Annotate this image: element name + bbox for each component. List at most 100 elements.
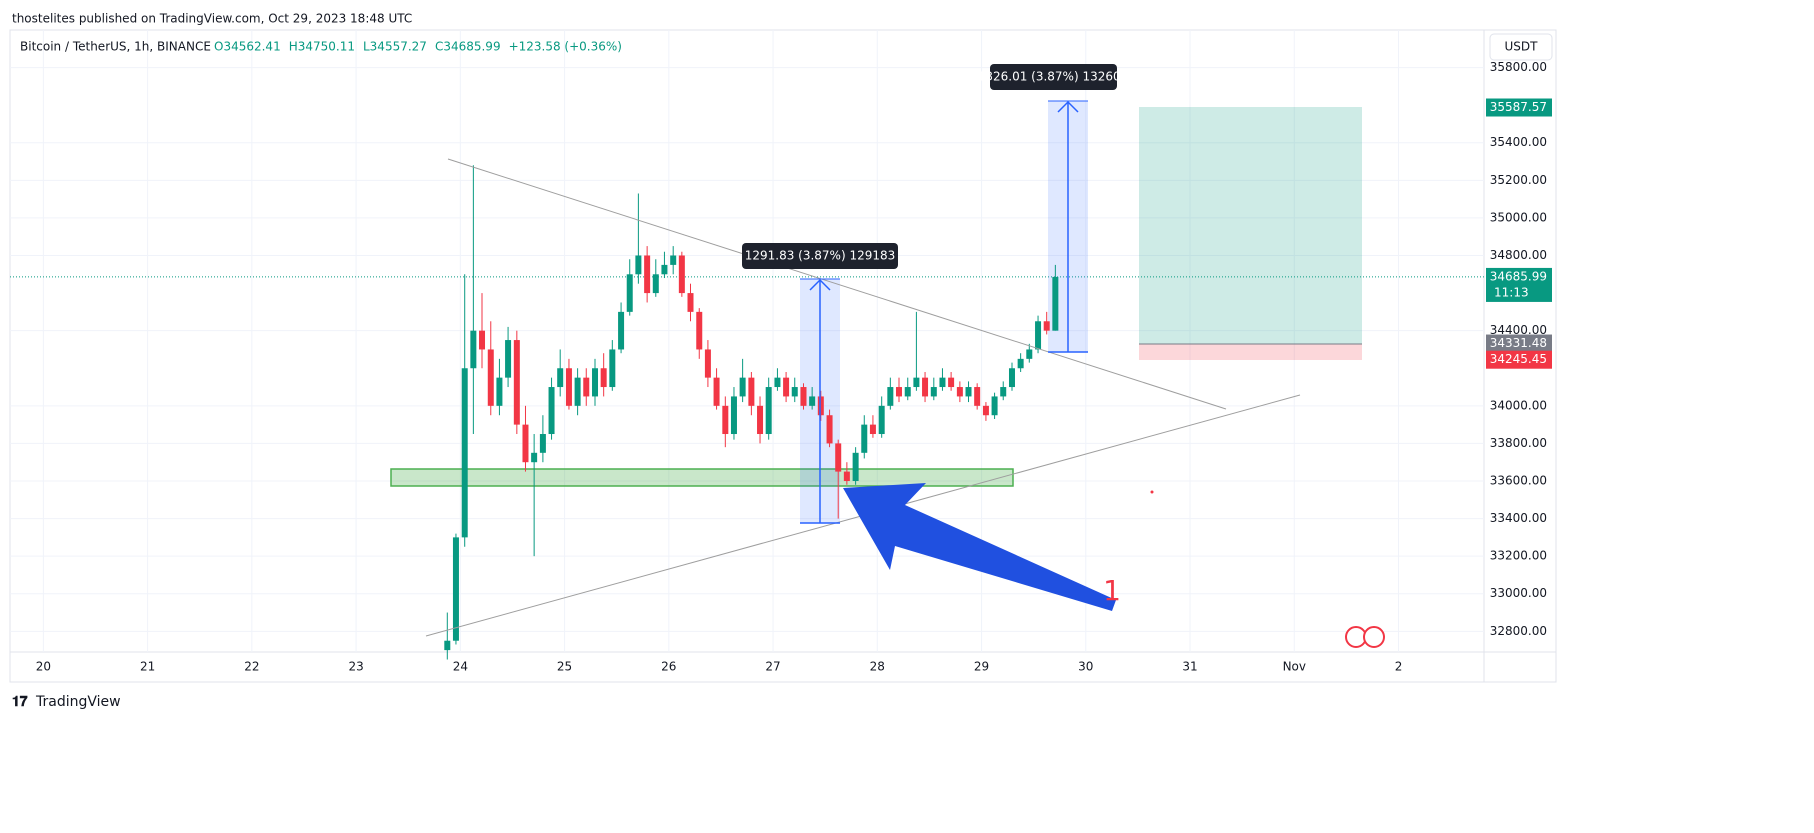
candle-body (696, 311, 703, 350)
ohlc-value: +123.58 (+0.36%) (509, 40, 622, 54)
candle-body (774, 377, 781, 388)
candle-body (661, 264, 668, 275)
candle-body (583, 377, 590, 397)
candle-body (974, 387, 981, 406)
grid (10, 30, 1484, 652)
candle-body (687, 293, 694, 312)
candle-body (470, 330, 477, 369)
candle-body (757, 405, 764, 435)
long-stop-zone (1139, 344, 1362, 360)
y-tick-label: 35000.00 (1490, 210, 1547, 224)
candle-body (991, 396, 998, 416)
long-profit-zone (1139, 107, 1362, 344)
chart-frame (9, 29, 1557, 683)
candle-body (1035, 321, 1042, 350)
candle-body (565, 368, 572, 406)
candle-body (887, 387, 894, 406)
x-tick-label: 20 (36, 660, 51, 674)
candle-body (574, 377, 581, 406)
candles (444, 165, 1059, 660)
candle-body (904, 387, 911, 397)
price-label-box (1486, 334, 1552, 353)
price-label: 34331.48 (1490, 336, 1547, 350)
candle-body (522, 424, 529, 463)
candle-body (730, 396, 737, 435)
candle-body (817, 396, 824, 416)
candle-body (479, 330, 486, 350)
candle-body (461, 368, 468, 538)
currency[interactable]: USDT (1505, 40, 1539, 54)
candle-body (809, 396, 816, 406)
candle-body (956, 387, 963, 397)
footer-brand: TradingView (35, 694, 121, 710)
price-label: 35587.57 (1490, 100, 1547, 114)
candle-body (496, 377, 503, 406)
candle-body (765, 387, 772, 435)
y-tick-label: 33200.00 (1490, 549, 1547, 563)
x-tick-label: 25 (557, 660, 572, 674)
y-tick-label: 33000.00 (1490, 586, 1547, 600)
candle-body (930, 387, 937, 397)
candle-body (644, 255, 651, 294)
x-tick-label: 27 (765, 660, 780, 674)
currency-button[interactable] (1489, 33, 1553, 61)
candle-body (835, 443, 842, 472)
dot (1150, 490, 1154, 494)
x-tick-label: 24 (453, 660, 468, 674)
candle-body (531, 452, 538, 463)
candle-body (791, 387, 798, 397)
candle-body (878, 405, 885, 435)
candle-body (1017, 358, 1024, 369)
price-label: 34245.45 (1490, 352, 1547, 366)
candle-body (670, 255, 677, 265)
candle-body (513, 340, 520, 425)
candle-body (609, 349, 616, 388)
y-tick-label: 33600.00 (1490, 473, 1547, 487)
price-label-box (1486, 350, 1552, 369)
event-flag[interactable] (1363, 626, 1385, 648)
candle-body (895, 387, 902, 397)
candle-body (505, 340, 512, 378)
arrow-label: 1 (1103, 574, 1121, 607)
candle-body (704, 349, 711, 378)
y-tick-label: 35200.00 (1490, 173, 1547, 187)
candle-body (852, 452, 859, 481)
candle-body (869, 424, 876, 435)
candle-body (939, 377, 946, 388)
measure-label: 1291.83 (3.87%) 129183 (745, 249, 896, 263)
candle-body (722, 405, 729, 435)
candle-body (861, 424, 868, 453)
measure-label-box (990, 64, 1117, 90)
candle-body (1052, 276, 1059, 331)
symbol: Bitcoin / TetherUS, 1h, BINANCE (20, 40, 211, 54)
ohlc-value: L34557.27 (363, 40, 427, 54)
countdown: 11:13 (1494, 285, 1529, 299)
candle-body (739, 377, 746, 397)
measure-label-box (742, 243, 898, 269)
ohlc-value: C34685.99 (435, 40, 501, 54)
candle-body (965, 387, 972, 397)
candle-body (783, 377, 790, 397)
candle-body (600, 368, 607, 388)
candle-body (635, 255, 642, 275)
x-tick-label: 23 (348, 660, 363, 674)
y-tick-label: 34800.00 (1490, 248, 1547, 262)
x-tick-label: 30 (1078, 660, 1093, 674)
y-tick-label: 33400.00 (1490, 511, 1547, 525)
candle-body (618, 311, 625, 350)
y-tick-label: 35400.00 (1490, 135, 1547, 149)
candle-body (592, 368, 599, 397)
publisher-line: thostelites published on TradingView.com… (12, 12, 412, 26)
candle-body (748, 377, 755, 406)
price-label: 34685.99 (1490, 269, 1547, 283)
measure-label: 1326.01 (3.87%) 132601 (978, 70, 1129, 84)
candle-body (948, 377, 955, 388)
ohlc-value: O34562.41 (214, 40, 281, 54)
candle-body (678, 255, 685, 294)
ohlc-legend: O34562.41 H34750.11 L34557.27 C34685.99 +123… (214, 40, 622, 54)
x-tick-label: 29 (974, 660, 989, 674)
candle-body (826, 415, 833, 444)
x-tick-label: 21 (140, 660, 155, 674)
